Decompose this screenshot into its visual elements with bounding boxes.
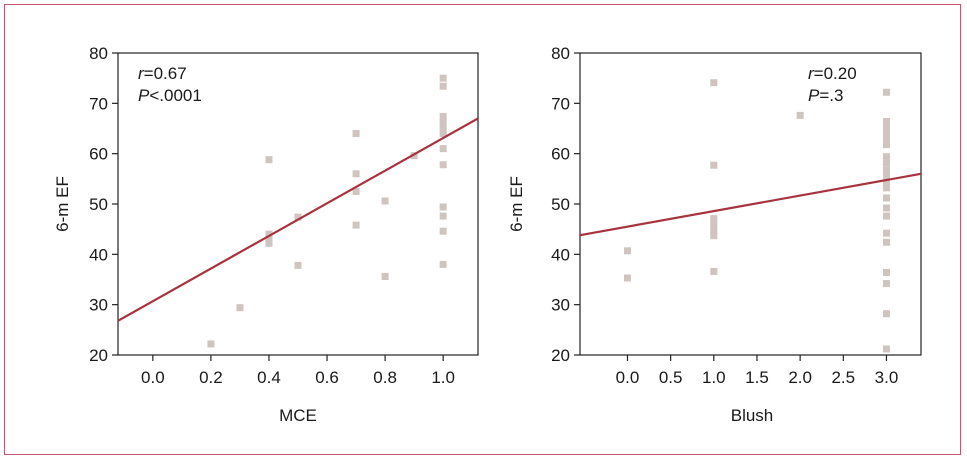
blush-data-point — [882, 159, 890, 167]
blush-p-value: P=.3 — [808, 86, 843, 105]
mce-scatter-panel: r=0.67 P<.0001 MCE 6-m EF 20 30 40 50 60 70 80… — [53, 44, 479, 425]
blush-data-point — [882, 88, 890, 96]
mce-data-point — [439, 227, 447, 235]
mce-x-tick-label: 0.8 — [373, 368, 397, 387]
mce-data-point — [265, 230, 273, 238]
blush-data-point — [882, 122, 890, 130]
mce-data-point — [381, 197, 389, 205]
mce-data-point — [352, 170, 360, 178]
mce-data-point — [207, 340, 215, 348]
figure-frame — [4, 4, 961, 455]
blush-x-tick-label: 1.5 — [745, 368, 769, 387]
mce-data-point — [294, 213, 302, 221]
blush-data-point — [710, 232, 718, 240]
blush-x-tick-label: 2.5 — [831, 368, 855, 387]
blush-y-tick-label: 50 — [551, 195, 570, 214]
mce-y-tick-label: 80 — [89, 44, 108, 63]
blush-regression-line — [579, 172, 922, 237]
blush-data-point — [623, 247, 631, 255]
mce-y-tick-label: 40 — [89, 245, 108, 264]
mce-data-point — [410, 152, 418, 160]
blush-y-axis-title: 6-m EF — [507, 176, 526, 232]
mce-data-point — [439, 74, 447, 82]
mce-y-tick-label: 20 — [89, 346, 108, 365]
blush-data-point — [882, 166, 890, 174]
mce-data-point — [352, 130, 360, 138]
mce-data-point — [439, 125, 447, 132]
blush-data-point — [882, 204, 890, 212]
blush-data-point — [882, 268, 890, 276]
mce-data-point — [381, 272, 389, 280]
blush-data-point — [882, 229, 890, 237]
blush-x-tick-label: 0.0 — [616, 368, 640, 387]
mce-data-point — [439, 82, 447, 90]
blush-data-point — [882, 345, 890, 353]
blush-data-point — [710, 215, 718, 223]
mce-x-tick-label: 0.0 — [141, 368, 165, 387]
mce-y-tick-label: 30 — [89, 296, 108, 315]
mce-p-value: P<.0001 — [138, 86, 202, 105]
mce-x-tick-label: 0.2 — [199, 368, 223, 387]
mce-x-tick-label: 0.6 — [315, 368, 339, 387]
mce-data-point — [236, 304, 244, 312]
blush-data-point — [882, 280, 890, 288]
blush-data-point — [882, 178, 890, 186]
blush-y-tick-label: 70 — [551, 94, 570, 113]
mce-data-point — [439, 145, 447, 153]
blush-data-point — [882, 153, 890, 161]
blush-data-point — [882, 129, 890, 137]
mce-y-tick-label: 50 — [89, 195, 108, 214]
blush-data-point — [796, 111, 804, 119]
blush-data-point — [882, 310, 890, 318]
blush-data-point — [710, 221, 718, 229]
blush-x-axis-title: Blush — [731, 406, 774, 425]
blush-data-point — [882, 194, 890, 202]
blush-y-tick-label: 30 — [551, 296, 570, 315]
mce-data-point — [352, 187, 360, 195]
mce-data-point — [265, 239, 273, 247]
blush-data-point — [882, 135, 890, 143]
blush-x-tick-label: 3.0 — [875, 368, 899, 387]
mce-x-tick-label: 1.0 — [431, 368, 455, 387]
mce-data-point — [265, 235, 273, 243]
blush-data-point — [882, 141, 890, 149]
blush-r-value: r=0.20 — [808, 64, 857, 83]
mce-data-point — [294, 261, 302, 269]
mce-y-tick-label: 60 — [89, 145, 108, 164]
mce-data-point — [439, 112, 447, 120]
blush-y-tick-label: 60 — [551, 145, 570, 164]
blush-y-tick-label: 80 — [551, 44, 570, 63]
blush-data-point — [882, 184, 890, 192]
blush-x-tick-label: 1.0 — [702, 368, 726, 387]
mce-data-point — [439, 118, 447, 126]
mce-x-tick-label: 0.4 — [257, 368, 281, 387]
blush-scatter-panel: r=0.20 P=.3 Blush 6-m EF 20 30 40 50 60 70 80 0… — [507, 44, 922, 425]
blush-x-tick-label: 0.5 — [659, 368, 683, 387]
mce-data-point — [439, 161, 447, 169]
mce-r-value: r=0.67 — [138, 64, 187, 83]
blush-data-point — [882, 238, 890, 246]
blush-data-point — [710, 226, 718, 234]
mce-data-point — [439, 203, 447, 211]
mce-x-axis-title: MCE — [279, 406, 317, 425]
blush-data-point — [710, 79, 718, 87]
blush-data-point — [710, 161, 718, 169]
mce-y-tick-label: 70 — [89, 94, 108, 113]
blush-data-point — [882, 172, 890, 180]
mce-data-point — [439, 212, 447, 220]
blush-data-point — [623, 274, 631, 282]
blush-data-point — [882, 212, 890, 220]
mce-data-point — [352, 221, 360, 229]
blush-data-point — [710, 267, 718, 275]
mce-y-axis-title: 6-m EF — [53, 176, 72, 232]
blush-data-point — [882, 117, 890, 125]
blush-y-tick-label: 40 — [551, 245, 570, 264]
mce-data-point — [265, 156, 273, 164]
mce-regression-line — [117, 117, 479, 322]
mce-data-point — [439, 260, 447, 268]
blush-y-tick-label: 20 — [551, 346, 570, 365]
blush-x-tick-label: 2.0 — [788, 368, 812, 387]
mce-data-point — [439, 130, 447, 138]
